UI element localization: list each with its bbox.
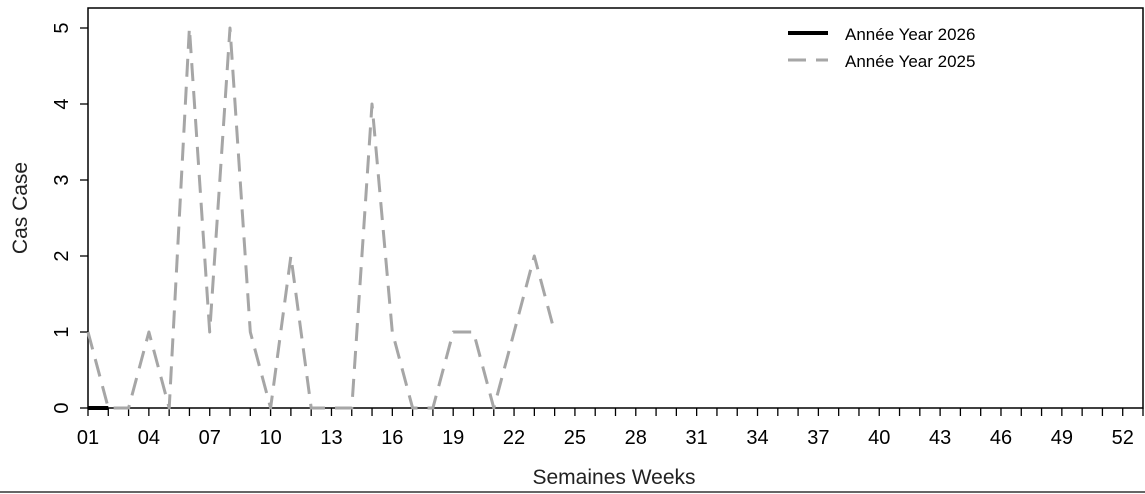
y-tick-label: 2 <box>51 250 73 261</box>
legend-label-2025: Année Year 2025 <box>845 52 975 71</box>
plot-frame <box>87 7 1144 409</box>
series-line-2025 <box>86 26 557 410</box>
y-tick-label: 4 <box>51 98 73 109</box>
x-axis-title: Semaines Weeks <box>532 466 695 489</box>
x-tick-label: 25 <box>564 427 586 449</box>
x-tick-label: 28 <box>625 427 647 449</box>
y-axis-title: Cas Case <box>9 162 32 254</box>
tick-marks <box>80 27 1144 416</box>
x-tick-label: 40 <box>868 427 890 449</box>
x-tick-label: 07 <box>199 427 221 449</box>
legend: Année Year 2026 Année Year 2025 <box>788 25 975 71</box>
x-tick-label: 22 <box>503 427 525 449</box>
y-tick-label: 0 <box>51 402 73 413</box>
x-tick-label: 13 <box>320 427 342 449</box>
x-tick-label: 46 <box>990 427 1012 449</box>
x-tick-label: 10 <box>259 427 281 449</box>
y-tick-label: 3 <box>51 174 73 185</box>
x-tick-label: 31 <box>686 427 708 449</box>
x-tick-label: 43 <box>929 427 951 449</box>
y-tick-label: 5 <box>51 22 73 33</box>
tick-labels: 01 04 07 10 13 16 19 22 25 28 31 34 37 40 43 46 49 520123… <box>51 22 1134 449</box>
x-tick-label: 52 <box>1112 427 1134 449</box>
legend-label-2026: Année Year 2026 <box>845 25 975 44</box>
x-tick-label: 19 <box>442 427 464 449</box>
x-tick-label: 01 <box>77 427 99 449</box>
y-tick-label: 1 <box>51 326 73 337</box>
x-tick-label: 37 <box>807 427 829 449</box>
x-tick-label: 34 <box>746 427 768 449</box>
x-tick-label: 16 <box>381 427 403 449</box>
x-tick-label: 04 <box>138 427 160 449</box>
series-layer <box>86 26 557 410</box>
x-tick-label: 49 <box>1051 427 1073 449</box>
